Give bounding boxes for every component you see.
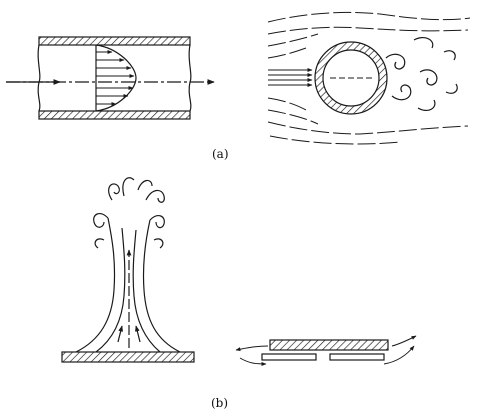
streamlines-lower xyxy=(267,97,469,145)
velocity-arrows xyxy=(96,50,135,106)
heated-plate xyxy=(61,351,195,363)
panel-label-a: (a) xyxy=(212,147,229,161)
plume-inner-left xyxy=(95,227,126,353)
pipe-flow-panel xyxy=(6,36,215,120)
lower-plate-left xyxy=(261,353,317,361)
pipe-left-end xyxy=(37,44,41,112)
plume-panel xyxy=(61,177,195,363)
plume-left-boundary xyxy=(75,217,116,353)
lower-plate-right xyxy=(329,353,385,361)
plume-arrow-left xyxy=(117,325,124,343)
plume-arrow-right xyxy=(134,325,141,343)
wake-vortices xyxy=(385,36,458,112)
plume-right-boundary xyxy=(142,219,181,353)
slot-flow-panel xyxy=(235,335,417,366)
pipe-bottom-wall xyxy=(38,110,191,120)
pipe-top-wall xyxy=(38,36,191,46)
plume-eddies xyxy=(93,177,165,249)
velocity-profile-curve xyxy=(95,44,137,112)
panel-label-b: (b) xyxy=(211,396,229,410)
upper-hatched-plate xyxy=(269,339,389,351)
pipe-right-end xyxy=(188,44,192,112)
streamlines-upper xyxy=(267,11,471,59)
plume-inner-right xyxy=(132,229,161,353)
slot-flow-arrows xyxy=(235,335,417,366)
cylinder-inflow-arrows xyxy=(268,68,372,87)
cylinder-flow-panel xyxy=(267,11,471,145)
